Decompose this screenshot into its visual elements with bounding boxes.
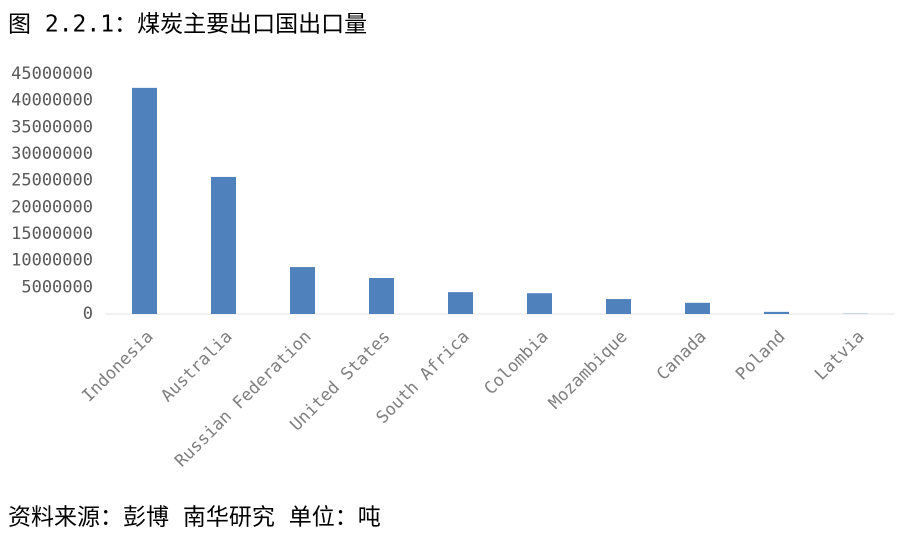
bar xyxy=(527,293,552,314)
bar xyxy=(369,278,394,314)
y-tick-label: 20000000 xyxy=(11,197,93,217)
y-tick-label: 30000000 xyxy=(11,144,93,164)
y-tick-label: 35000000 xyxy=(11,117,93,137)
x-tick-label: Mozambique xyxy=(545,327,632,414)
bar xyxy=(606,299,631,314)
chart-title: 图 2.2.1：煤炭主要出口国出口量 xyxy=(8,12,367,38)
x-tick-label: Indonesia xyxy=(78,327,157,406)
bar xyxy=(211,176,236,314)
x-tick-label: Colombia xyxy=(481,327,553,399)
x-tick-label: Latvia xyxy=(811,327,869,385)
y-tick-label: 5000000 xyxy=(21,277,93,297)
bar xyxy=(290,267,315,314)
source-note: 资料来源：彭博 南华研究 单位：吨 xyxy=(8,505,381,531)
bar xyxy=(685,302,710,314)
y-tick-label: 15000000 xyxy=(11,224,93,244)
bar xyxy=(448,292,473,314)
y-tick-label: 40000000 xyxy=(11,91,93,111)
y-tick-label: 45000000 xyxy=(11,64,93,84)
x-tick-label: Australia xyxy=(157,327,236,406)
y-tick-label: 10000000 xyxy=(11,251,93,271)
x-tick-label: Poland xyxy=(732,327,790,385)
y-tick-label: 0 xyxy=(83,304,93,324)
y-tick-label: 25000000 xyxy=(11,171,93,191)
x-tick-label: Canada xyxy=(653,327,711,385)
bar xyxy=(132,87,157,314)
bar xyxy=(764,311,789,314)
x-tick-label: Russian Federation xyxy=(171,327,315,471)
